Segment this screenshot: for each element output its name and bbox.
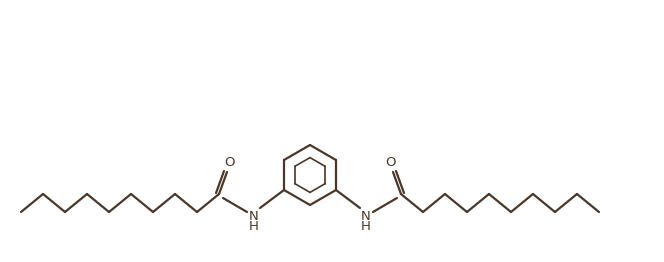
Text: O: O [224,156,234,170]
Text: H: H [361,220,371,232]
Text: O: O [386,156,396,170]
Text: N: N [249,210,259,222]
Text: N: N [361,210,371,222]
Text: H: H [249,220,259,232]
